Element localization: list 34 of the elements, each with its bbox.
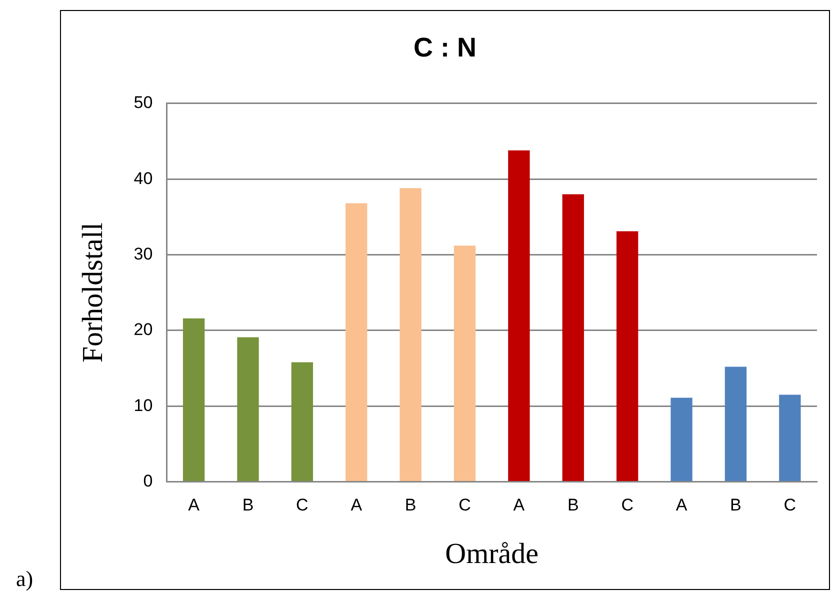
y-tick-label: 10 [134,396,153,415]
y-tick-label: 20 [134,320,153,340]
x-tick-label: B [730,496,742,515]
x-tick-label: A [676,496,688,515]
y-tick-label: 30 [134,244,153,264]
x-tick-label: B [567,496,579,515]
bar [291,362,314,482]
x-axis-title: Område [445,538,539,570]
x-tick-label: B [242,496,254,515]
bar [616,231,638,482]
bar [508,150,530,482]
x-tick-label: C [296,496,308,515]
bar [670,398,692,482]
bar [237,337,259,482]
x-tick-label: A [350,496,363,515]
bar [454,246,476,482]
y-tick-label: 50 [134,93,153,112]
text: a) [16,566,34,592]
x-tick-label: C [458,496,471,515]
bar [182,318,205,482]
y-axis-title: Forholdstall [77,222,110,363]
y-tick-label: 40 [134,168,153,188]
bar [779,394,801,482]
x-tick-label: A [188,496,200,515]
bar [724,366,747,482]
x-tick-label: A [513,496,526,515]
x-tick-label: B [404,496,416,515]
x-tick-label: C [621,496,634,515]
bar [562,194,584,482]
bar [346,203,368,482]
x-tick-label: C [784,496,796,515]
bar [400,188,422,482]
chart-title: C : N [414,32,476,63]
y-tick-label: 0 [143,471,153,490]
